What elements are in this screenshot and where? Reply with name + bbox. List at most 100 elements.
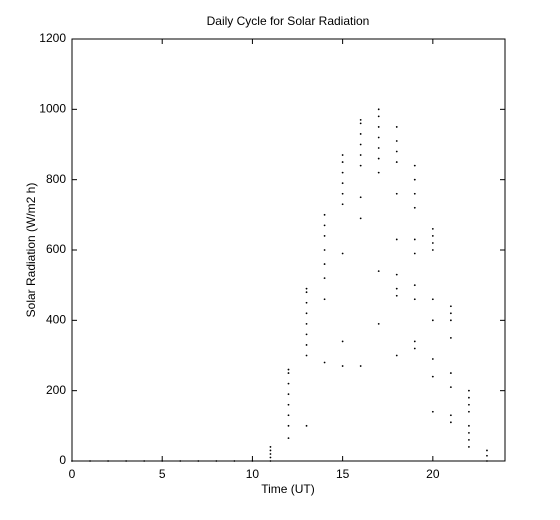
point bbox=[449, 372, 452, 374]
point bbox=[413, 284, 416, 287]
point bbox=[359, 122, 362, 125]
point bbox=[143, 460, 146, 462]
point bbox=[287, 382, 290, 385]
point bbox=[359, 217, 362, 220]
point bbox=[431, 358, 434, 360]
y-tick-label: 0 bbox=[59, 453, 66, 467]
point bbox=[377, 126, 380, 128]
point bbox=[468, 446, 470, 448]
point bbox=[269, 460, 272, 462]
point bbox=[179, 460, 182, 462]
point bbox=[305, 344, 308, 346]
chart-title: Daily Cycle for Solar Radiation bbox=[207, 14, 370, 28]
point bbox=[449, 312, 452, 315]
point bbox=[71, 460, 73, 462]
point bbox=[359, 143, 362, 146]
point bbox=[359, 164, 362, 167]
point bbox=[287, 437, 290, 440]
point bbox=[197, 460, 200, 462]
point bbox=[359, 118, 362, 121]
point bbox=[377, 136, 380, 139]
point bbox=[107, 460, 109, 462]
point bbox=[287, 368, 290, 371]
point bbox=[359, 133, 362, 135]
point bbox=[287, 372, 290, 374]
point bbox=[287, 424, 290, 427]
point bbox=[395, 294, 398, 297]
y-tick-label: 1000 bbox=[39, 102, 66, 116]
y-tick-label: 800 bbox=[46, 172, 66, 186]
point bbox=[395, 354, 398, 357]
point bbox=[449, 319, 452, 322]
point bbox=[486, 454, 488, 457]
point bbox=[395, 126, 398, 128]
point bbox=[413, 252, 416, 255]
point bbox=[413, 206, 416, 209]
point bbox=[431, 228, 434, 230]
y-tick-label: 1200 bbox=[39, 31, 66, 45]
point bbox=[341, 161, 344, 163]
point bbox=[323, 213, 326, 216]
point bbox=[125, 460, 128, 462]
point bbox=[449, 414, 452, 417]
point bbox=[305, 291, 308, 294]
point bbox=[377, 115, 380, 118]
x-tick-label: 10 bbox=[246, 467, 260, 481]
point bbox=[413, 178, 416, 181]
point bbox=[395, 273, 398, 276]
point bbox=[233, 460, 236, 462]
point bbox=[449, 305, 452, 308]
point bbox=[449, 337, 452, 339]
point bbox=[323, 277, 326, 280]
point bbox=[323, 224, 326, 227]
point bbox=[486, 460, 488, 462]
point bbox=[413, 298, 416, 301]
x-tick-label: 0 bbox=[69, 467, 76, 481]
point bbox=[468, 403, 470, 406]
point bbox=[431, 298, 434, 301]
point bbox=[413, 347, 416, 350]
point bbox=[269, 456, 272, 459]
point bbox=[341, 252, 344, 255]
point bbox=[413, 164, 416, 167]
point bbox=[449, 421, 452, 424]
point bbox=[431, 235, 434, 237]
point bbox=[305, 322, 308, 325]
point bbox=[287, 414, 290, 417]
x-axis-label: Time (UT) bbox=[261, 482, 315, 496]
point bbox=[323, 263, 326, 265]
point bbox=[89, 460, 91, 462]
point bbox=[431, 242, 434, 244]
x-tick-label: 5 bbox=[159, 467, 166, 481]
point bbox=[359, 365, 362, 367]
y-tick-label: 200 bbox=[46, 383, 66, 397]
point bbox=[468, 389, 470, 392]
point bbox=[269, 449, 272, 452]
point bbox=[395, 161, 398, 163]
point bbox=[359, 154, 362, 156]
point bbox=[341, 365, 344, 367]
point bbox=[486, 449, 488, 452]
point bbox=[468, 424, 470, 427]
point bbox=[468, 410, 470, 413]
point bbox=[305, 287, 308, 290]
point bbox=[287, 403, 290, 406]
point bbox=[431, 410, 434, 413]
point bbox=[341, 203, 344, 206]
point bbox=[323, 235, 326, 237]
x-tick-label: 20 bbox=[426, 467, 440, 481]
point bbox=[413, 340, 416, 343]
point bbox=[377, 157, 380, 160]
point bbox=[251, 460, 254, 462]
point bbox=[341, 340, 344, 343]
point bbox=[161, 460, 164, 462]
point bbox=[377, 270, 380, 272]
point bbox=[377, 147, 380, 149]
point bbox=[269, 453, 272, 455]
y-tick-label: 400 bbox=[46, 313, 66, 327]
point bbox=[431, 375, 434, 378]
x-tick-label: 15 bbox=[336, 467, 350, 481]
point bbox=[323, 361, 326, 364]
point bbox=[413, 238, 416, 241]
